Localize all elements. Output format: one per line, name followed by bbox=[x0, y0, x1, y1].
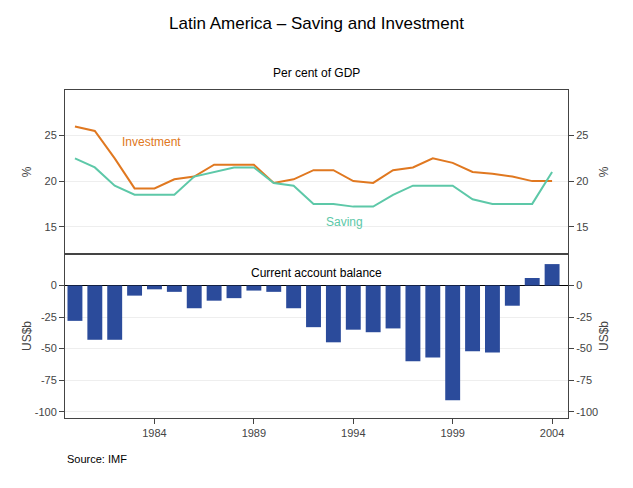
svg-text:15: 15 bbox=[576, 221, 588, 233]
svg-text:1994: 1994 bbox=[341, 427, 365, 439]
svg-text:%: % bbox=[597, 166, 611, 177]
svg-text:-75: -75 bbox=[41, 374, 57, 386]
svg-text:25: 25 bbox=[45, 129, 57, 141]
svg-text:Current account balance: Current account balance bbox=[251, 266, 382, 280]
svg-text:25: 25 bbox=[576, 129, 588, 141]
svg-text:Saving: Saving bbox=[326, 215, 363, 229]
svg-text:1984: 1984 bbox=[142, 427, 166, 439]
svg-text:-50: -50 bbox=[41, 342, 57, 354]
svg-text:US$b: US$b bbox=[597, 321, 611, 351]
svg-text:%: % bbox=[20, 166, 34, 177]
svg-text:-100: -100 bbox=[576, 406, 598, 418]
svg-text:15: 15 bbox=[45, 221, 57, 233]
svg-text:-25: -25 bbox=[41, 311, 57, 323]
svg-text:Latin America – Saving and Inv: Latin America – Saving and Investment bbox=[169, 14, 464, 33]
svg-text:0: 0 bbox=[51, 279, 57, 291]
svg-text:0: 0 bbox=[576, 279, 582, 291]
svg-text:Investment: Investment bbox=[122, 135, 181, 149]
svg-text:US$b: US$b bbox=[20, 321, 34, 351]
svg-text:Per cent of GDP: Per cent of GDP bbox=[273, 66, 360, 80]
svg-text:-100: -100 bbox=[35, 406, 57, 418]
svg-text:2004: 2004 bbox=[540, 427, 564, 439]
svg-text:-25: -25 bbox=[576, 311, 592, 323]
svg-text:20: 20 bbox=[576, 175, 588, 187]
svg-text:-50: -50 bbox=[576, 342, 592, 354]
svg-text:1999: 1999 bbox=[440, 427, 464, 439]
svg-text:Source: IMF: Source: IMF bbox=[67, 453, 127, 465]
svg-text:1989: 1989 bbox=[242, 427, 266, 439]
svg-text:-75: -75 bbox=[576, 374, 592, 386]
svg-text:20: 20 bbox=[45, 175, 57, 187]
